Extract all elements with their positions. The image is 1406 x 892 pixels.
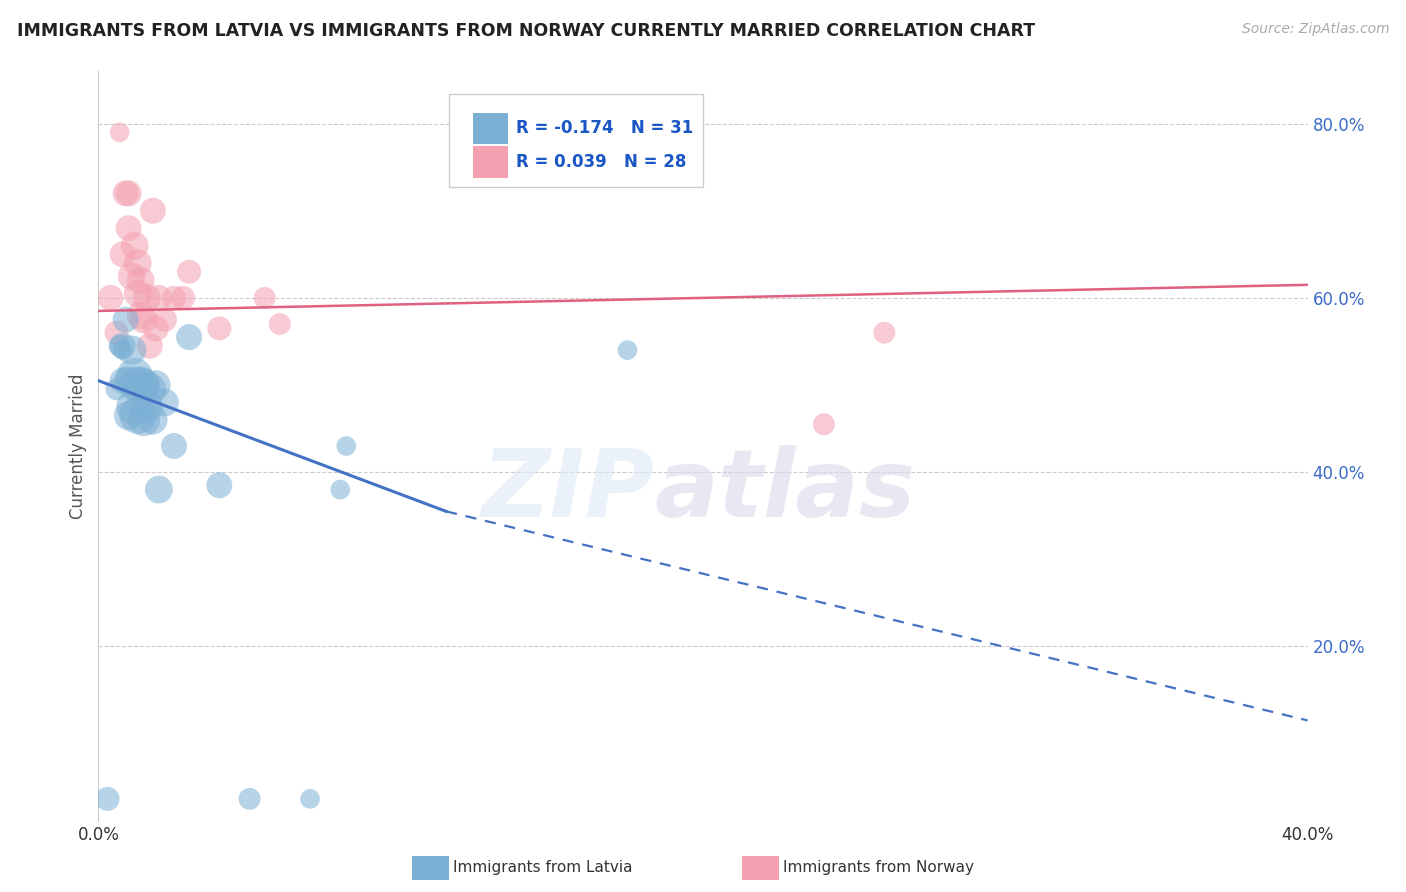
Point xyxy=(269,317,291,331)
Point xyxy=(208,478,231,492)
Point xyxy=(142,203,165,218)
FancyBboxPatch shape xyxy=(474,112,509,144)
Point xyxy=(253,291,276,305)
Point xyxy=(179,265,201,279)
Point xyxy=(139,383,162,397)
Point xyxy=(163,291,186,305)
Point xyxy=(148,291,170,305)
Point xyxy=(96,792,118,806)
Point xyxy=(132,312,155,326)
Point xyxy=(172,291,194,305)
Point xyxy=(118,409,141,423)
Point xyxy=(118,374,141,388)
Text: IMMIGRANTS FROM LATVIA VS IMMIGRANTS FROM NORWAY CURRENTLY MARRIED CORRELATION C: IMMIGRANTS FROM LATVIA VS IMMIGRANTS FRO… xyxy=(17,22,1035,40)
FancyBboxPatch shape xyxy=(449,94,703,187)
Text: ZIP: ZIP xyxy=(482,445,655,537)
Point xyxy=(129,378,152,392)
Point xyxy=(124,238,146,252)
Point xyxy=(132,378,155,392)
Point xyxy=(129,273,152,287)
Point xyxy=(127,286,149,301)
Text: R = -0.174   N = 31: R = -0.174 N = 31 xyxy=(516,120,693,137)
Point xyxy=(139,339,162,353)
Point xyxy=(108,339,131,353)
Point xyxy=(127,378,149,392)
Point xyxy=(813,417,835,432)
Text: Immigrants from Norway: Immigrants from Norway xyxy=(783,861,974,875)
Point xyxy=(132,413,155,427)
Text: atlas: atlas xyxy=(655,445,915,537)
Point xyxy=(239,792,262,806)
Text: R = 0.039   N = 28: R = 0.039 N = 28 xyxy=(516,153,686,171)
Point xyxy=(108,125,131,139)
Point xyxy=(145,378,167,392)
Point xyxy=(114,186,136,201)
Point xyxy=(127,409,149,423)
Point xyxy=(142,413,165,427)
Point xyxy=(163,439,186,453)
Point xyxy=(118,221,141,235)
Point xyxy=(208,321,231,335)
Point xyxy=(179,330,201,344)
Point xyxy=(129,308,152,322)
Point xyxy=(100,291,122,305)
Point xyxy=(105,326,128,340)
Point xyxy=(148,483,170,497)
Point xyxy=(118,186,141,201)
Point xyxy=(105,383,128,397)
Point xyxy=(335,439,357,453)
Point xyxy=(111,374,134,388)
Text: Immigrants from Latvia: Immigrants from Latvia xyxy=(453,861,633,875)
Y-axis label: Currently Married: Currently Married xyxy=(69,373,87,519)
Point xyxy=(121,343,143,358)
Point xyxy=(153,395,176,409)
Point xyxy=(121,269,143,284)
Point xyxy=(135,291,157,305)
Point xyxy=(111,343,134,358)
Point xyxy=(299,792,322,806)
Point xyxy=(124,400,146,414)
Point xyxy=(329,483,352,497)
Text: Source: ZipAtlas.com: Source: ZipAtlas.com xyxy=(1241,22,1389,37)
Point xyxy=(873,326,896,340)
Point xyxy=(153,312,176,326)
Point xyxy=(135,400,157,414)
FancyBboxPatch shape xyxy=(474,146,509,178)
Point xyxy=(616,343,638,358)
Point xyxy=(124,369,146,384)
Point xyxy=(114,312,136,326)
Point xyxy=(127,256,149,270)
Point xyxy=(145,321,167,335)
Point xyxy=(111,339,134,353)
Point xyxy=(111,247,134,261)
